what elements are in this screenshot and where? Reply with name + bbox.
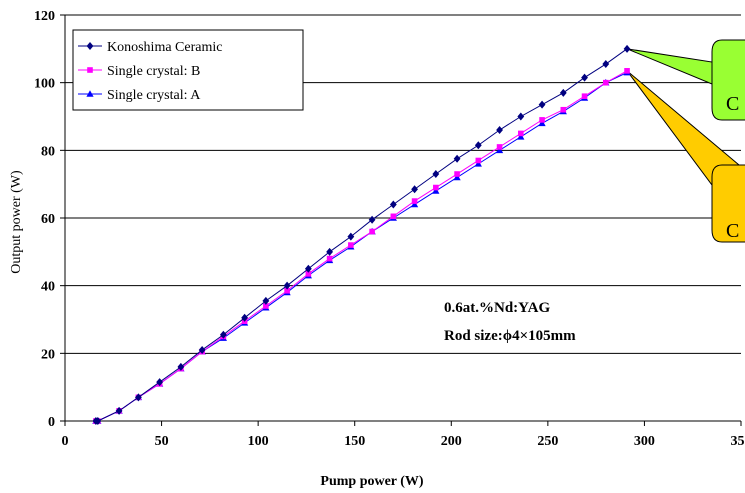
y-axis-title: Output power (W) [9, 170, 24, 274]
series-1-point-12 [326, 255, 333, 262]
series-0-point-9 [262, 296, 270, 305]
series-1-point-13 [348, 242, 354, 248]
y-tick-label-100: 100 [34, 77, 55, 92]
series-0-point-2 [115, 406, 123, 415]
annotation-line-1: 0.6at.%Nd:YAG [444, 300, 550, 316]
series-0-point-1 [94, 417, 102, 425]
series-0-point-24 [581, 73, 588, 82]
callout-pointer-1 [626, 48, 713, 85]
series-1-point-18 [454, 171, 460, 177]
series-0-point-10 [283, 281, 291, 290]
callouts: CC [626, 39, 745, 243]
x-tick-label-50: 50 [155, 434, 169, 449]
legend-marker-1 [87, 67, 93, 73]
callout-box-2 [711, 164, 745, 243]
y-tick-label-40: 40 [41, 280, 55, 295]
legend-box [72, 29, 304, 111]
y-tick-label-60: 60 [41, 212, 55, 227]
legend-items: Konoshima Ceramic Single crystal: B Single… [78, 40, 222, 103]
x-tick-label-200: 200 [441, 434, 462, 449]
series-2 [92, 68, 631, 424]
series-1-point-15 [390, 213, 397, 220]
x-tick-labels: 0 50 100 150 200 250 300 350 [62, 434, 745, 449]
series-0-point-20 [496, 126, 503, 135]
x-tick-label-100: 100 [248, 434, 269, 449]
x-axis-title: Pump power (W) [320, 474, 424, 489]
series-0-point-15 [389, 200, 397, 209]
x-tick-label-350: 350 [731, 434, 745, 449]
series-2-point-21 [517, 133, 525, 140]
legend: Konoshima Ceramic Single crystal: B Single… [72, 29, 304, 111]
series-1-point-17 [433, 184, 439, 191]
plot-frame [60, 14, 742, 426]
series-0-point-18 [453, 154, 461, 163]
series-0-point-6 [198, 345, 206, 354]
series-1-point-21 [518, 130, 524, 137]
series-1-point-16 [411, 198, 418, 204]
y-tick-labels: 0 20 40 60 80 100 120 [34, 9, 55, 430]
callout-pointer-2 [626, 70, 745, 191]
series-1-point-24 [581, 93, 588, 99]
series-0-point-17 [432, 170, 440, 179]
y-tick-label-20: 20 [41, 347, 55, 362]
series-0-point-22 [538, 100, 546, 109]
x-tick-label-0: 0 [62, 434, 69, 449]
series-1-point-20 [496, 144, 503, 150]
series-layer [92, 44, 631, 425]
series-0-point-3 [134, 393, 142, 402]
series-0-point-7 [219, 330, 227, 339]
series-0-point-4 [156, 378, 164, 387]
legend-marker-2 [86, 90, 94, 97]
legend-label-0: Konoshima Ceramic [107, 40, 222, 55]
series-0-point-11 [304, 264, 312, 273]
series-1-point-10 [284, 287, 290, 294]
y-tick-label-80: 80 [41, 144, 55, 159]
series-line-1 [95, 70, 628, 422]
annotation-line-2: Rod size:ϕ4×105mm [444, 328, 576, 344]
x-tick-label-250: 250 [537, 434, 558, 449]
series-1-point-23 [560, 106, 567, 113]
y-tick-label-120: 120 [34, 9, 55, 24]
series-0-point-25 [602, 60, 610, 69]
series-1-point-25 [603, 79, 609, 86]
annotation: 0.6at.%Nd:YAG Rod size:ϕ4×105mm [444, 300, 576, 344]
series-0-point-5 [177, 362, 185, 371]
series-0-point-21 [517, 112, 525, 121]
series-2-point-17 [432, 187, 440, 194]
series-1-point-9 [263, 303, 269, 309]
x-tick-label-300: 300 [634, 434, 655, 449]
callout-text-1: C [726, 93, 739, 115]
y-tick-label-0: 0 [48, 415, 55, 430]
legend-marker-0 [86, 42, 94, 50]
series-2-point-20 [495, 146, 504, 154]
series-0-point-26 [623, 44, 631, 53]
series-1-point-19 [475, 157, 482, 164]
series-0-point-8 [241, 313, 249, 322]
series-1 [93, 68, 630, 424]
series-0-point-12 [326, 247, 334, 256]
series-0-point-16 [411, 185, 418, 194]
series-2-point-18 [453, 173, 461, 181]
series-1-point-26 [624, 68, 630, 74]
series-1-point-11 [305, 271, 312, 277]
legend-label-1: Single crystal: B [107, 64, 200, 79]
series-0-point-19 [474, 141, 482, 150]
series-0-point-14 [368, 215, 376, 224]
series-2-point-16 [410, 200, 419, 208]
callout-box-1 [711, 39, 745, 121]
series-line-2 [95, 72, 628, 422]
series-0 [92, 44, 631, 425]
series-1-point-22 [539, 117, 545, 123]
series-0-point-13 [347, 232, 355, 241]
series-2-point-22 [538, 119, 546, 127]
legend-label-2: Single crystal: A [107, 88, 201, 103]
series-2-point-19 [474, 160, 482, 167]
series-0-point-23 [559, 88, 567, 97]
callout-text-2: C [726, 220, 739, 242]
series-1-point-14 [369, 228, 375, 235]
x-tick-label-150: 150 [344, 434, 365, 449]
